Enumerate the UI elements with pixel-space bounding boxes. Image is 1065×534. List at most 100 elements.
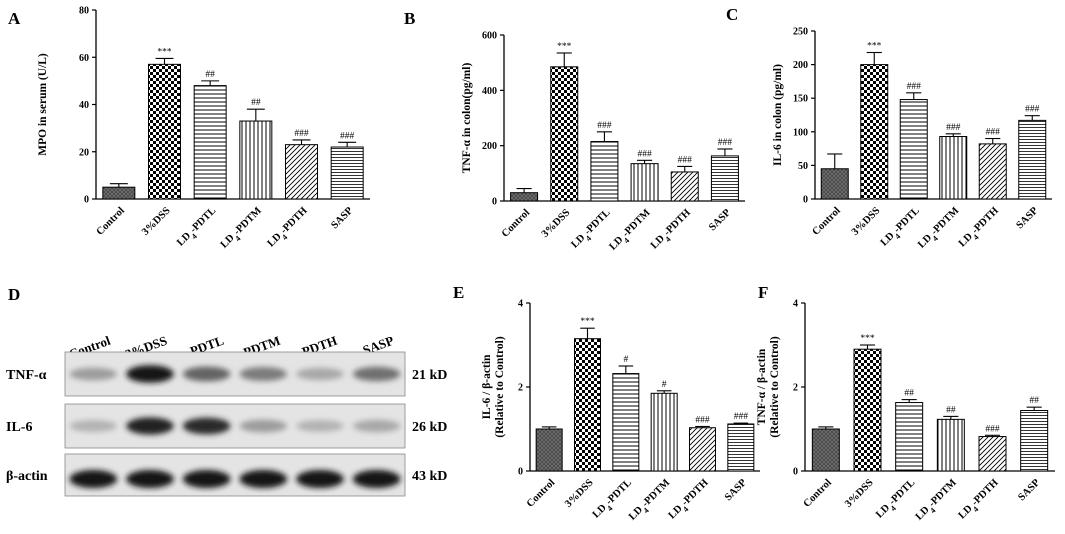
y-tick-label: 250 bbox=[793, 27, 808, 38]
significance-label: ## bbox=[251, 98, 261, 108]
y-tick-label: 100 bbox=[793, 127, 808, 138]
x-tick-label: LD4-PDTM bbox=[607, 207, 655, 255]
significance-label: ## bbox=[205, 70, 215, 80]
chart-f: 0 2 4 TNF-α / β-actin (Relative to Control) C… bbox=[756, 299, 1055, 524]
chart-b: 0 200 400 600 TNF-α in colon(pg/ml) Control **… bbox=[461, 31, 745, 255]
blot-band bbox=[126, 470, 174, 488]
significance-label: ### bbox=[1025, 105, 1040, 115]
blot-row-label: TNF-α bbox=[6, 368, 47, 383]
y-axis-subtitle: (Relative to Control) bbox=[769, 336, 781, 438]
x-tick-label: 3%DSS bbox=[850, 205, 883, 238]
y-tick-label: 0 bbox=[803, 195, 808, 206]
significance-label: ## bbox=[904, 389, 914, 399]
chart-e: 0 2 4 IL-6 / β-actin (Relative to Control) Co… bbox=[481, 299, 760, 524]
bar-3-dss bbox=[860, 64, 889, 200]
bar-ld4-pdth bbox=[670, 171, 699, 202]
bar-ld4-pdtl bbox=[193, 85, 227, 200]
blot-band bbox=[296, 470, 344, 488]
bar-ld4-pdth bbox=[978, 436, 1007, 472]
blot-strip bbox=[64, 403, 406, 449]
blot-band bbox=[239, 470, 288, 488]
y-tick-label: 150 bbox=[793, 94, 808, 105]
significance-label: ### bbox=[734, 412, 749, 422]
bar-ld4-pdth bbox=[285, 144, 318, 200]
x-tick-label: LD4-PDTH bbox=[667, 477, 714, 524]
y-axis-title: TNF-α in colon(pg/ml) bbox=[461, 63, 473, 174]
bar-3-dss bbox=[148, 63, 181, 200]
bar-ld4-pdtl bbox=[895, 402, 924, 472]
significance-label: *** bbox=[860, 334, 875, 344]
x-tick-label: Control bbox=[802, 477, 834, 509]
y-tick-label: 200 bbox=[793, 60, 808, 71]
blot-band bbox=[352, 366, 401, 382]
bar-ld4-pdtm bbox=[239, 120, 273, 200]
x-tick-label: SASP bbox=[707, 207, 733, 233]
x-tick-label: SASP bbox=[1014, 205, 1040, 231]
blot-band bbox=[126, 417, 174, 435]
y-tick-label: 400 bbox=[482, 86, 497, 97]
bar-ld4-pdth bbox=[978, 143, 1007, 200]
y-tick-label: 50 bbox=[798, 161, 808, 172]
chart-c: 0 50 100 150 200 250 IL-6 in colon (pg/ml) Cont… bbox=[772, 27, 1052, 253]
bar-ld4-pdtm bbox=[630, 163, 659, 202]
panel-label-b: B bbox=[404, 9, 415, 28]
significance-label: ### bbox=[986, 128, 1001, 138]
y-tick-label: 60 bbox=[79, 53, 89, 64]
panel-label-e: E bbox=[453, 283, 464, 302]
x-tick-label: SASP bbox=[329, 205, 355, 231]
blot-band bbox=[352, 419, 401, 433]
significance-label: *** bbox=[867, 42, 882, 52]
y-tick-label: 2 bbox=[793, 383, 798, 394]
blot-band bbox=[296, 420, 344, 432]
x-tick-label: LD4-PDTH bbox=[957, 477, 1004, 524]
x-tick-label: 3%DSS bbox=[843, 477, 876, 510]
x-tick-label: LD4-PDTL bbox=[175, 205, 221, 251]
blot-band bbox=[182, 366, 231, 382]
blot-band bbox=[239, 367, 288, 381]
blot-band bbox=[182, 417, 231, 435]
bar-control bbox=[820, 168, 849, 200]
blot-row-label: β-actin bbox=[6, 469, 48, 484]
y-axis-title: MPO in serum (U/L) bbox=[37, 53, 49, 156]
y-axis-title: TNF-α / β-actin bbox=[756, 348, 768, 425]
western-blot: Control3%DSSLD4-PDTLLD4-PDTMLD4-PDTHSASP… bbox=[6, 333, 447, 497]
x-tick-label: 3%DSS bbox=[563, 477, 596, 510]
y-tick-label: 4 bbox=[518, 299, 523, 310]
significance-label: ### bbox=[695, 415, 710, 425]
y-tick-label: 0 bbox=[84, 195, 89, 206]
y-tick-label: 0 bbox=[492, 197, 497, 208]
bar-3-dss bbox=[853, 348, 882, 472]
y-tick-label: 2 bbox=[518, 383, 523, 394]
bar-control bbox=[535, 428, 563, 472]
bar-ld4-pdth bbox=[689, 427, 716, 472]
significance-label: ### bbox=[718, 138, 733, 148]
blot-band bbox=[296, 367, 344, 381]
panel-label-d: D bbox=[8, 285, 20, 304]
blot-band bbox=[126, 365, 174, 383]
bar-ld4-pdtl bbox=[590, 141, 619, 202]
y-tick-label: 200 bbox=[482, 141, 497, 152]
significance-label: ### bbox=[637, 149, 652, 159]
significance-label: ### bbox=[985, 424, 1000, 434]
panel-label-f: F bbox=[758, 283, 768, 302]
x-tick-label: LD4-PDTM bbox=[916, 205, 964, 253]
blot-band bbox=[352, 470, 401, 488]
bar-sasp bbox=[330, 146, 364, 200]
y-tick-label: 40 bbox=[79, 100, 89, 111]
bar-ld4-pdtm bbox=[936, 418, 965, 472]
y-axis-title: IL-6 / β-actin bbox=[481, 354, 493, 419]
blot-band bbox=[69, 470, 118, 488]
x-tick-label: Control bbox=[810, 205, 842, 237]
bar-ld4-pdtl bbox=[899, 99, 928, 200]
blot-band bbox=[182, 470, 231, 488]
panel-label-c: C bbox=[726, 5, 738, 24]
x-tick-label: 3%DSS bbox=[140, 205, 173, 238]
significance-label: ## bbox=[1029, 396, 1039, 406]
x-tick-label: LD4-PDTH bbox=[957, 205, 1004, 252]
x-tick-label: Control bbox=[500, 207, 532, 239]
significance-label: ### bbox=[678, 155, 693, 165]
y-tick-label: 20 bbox=[79, 147, 89, 158]
bar-3-dss bbox=[550, 66, 579, 202]
y-tick-label: 80 bbox=[79, 6, 89, 17]
bar-control bbox=[102, 186, 136, 200]
